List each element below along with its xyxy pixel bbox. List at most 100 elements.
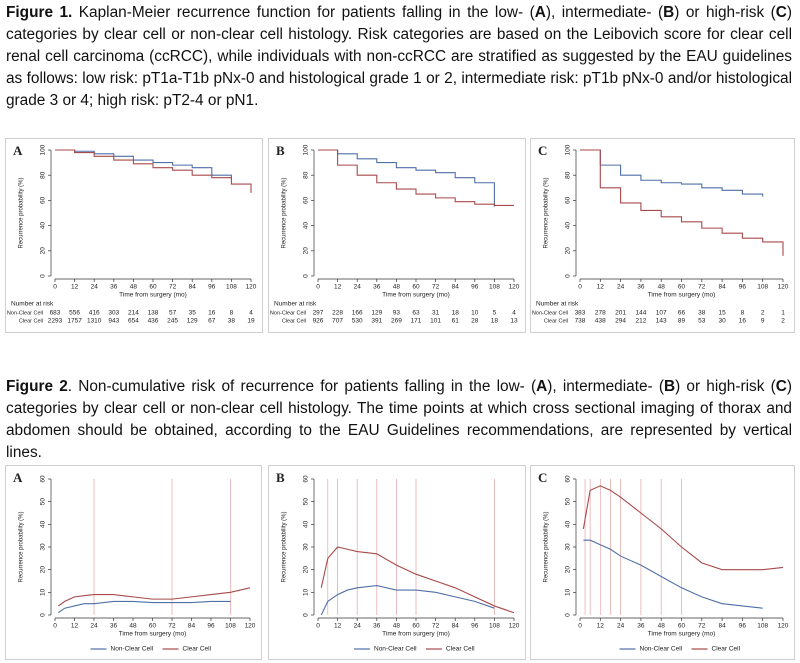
risk-number: 214 <box>128 310 139 317</box>
y-tick-label: 20 <box>303 247 310 255</box>
risk-number: 8 <box>230 310 234 317</box>
risk-number: 654 <box>128 318 139 325</box>
risk-number: 61 <box>452 318 460 325</box>
x-tick-label: 36 <box>637 284 645 291</box>
x-axis-title: Time from surgery (mo) <box>648 631 716 638</box>
risk-number: 53 <box>698 318 706 325</box>
panel-letter: C <box>538 143 547 158</box>
risk-table-title: Number at risk <box>11 301 54 308</box>
series-line <box>320 584 495 616</box>
risk-table-title: Number at risk <box>274 301 317 308</box>
y-tick-label: 40 <box>40 222 47 230</box>
figure-label: Figure 2 <box>6 378 68 395</box>
risk-number: 4 <box>249 310 253 317</box>
caption-text: C <box>775 378 787 395</box>
risk-number: 30 <box>718 318 726 325</box>
x-tick-label: 120 <box>509 623 520 630</box>
x-tick-label: 48 <box>658 623 666 630</box>
y-tick-label: 40 <box>303 520 310 528</box>
y-tick-label: 80 <box>40 171 47 179</box>
y-tick-label: 0 <box>303 274 310 278</box>
x-tick-label: 96 <box>207 623 215 630</box>
x-tick-label: 0 <box>53 623 57 630</box>
y-tick-label: 50 <box>40 498 47 506</box>
risk-number: 416 <box>89 310 100 317</box>
x-tick-label: 60 <box>149 284 157 291</box>
x-tick-label: 48 <box>129 623 137 630</box>
x-tick-label: 36 <box>373 623 381 630</box>
x-tick-label: 72 <box>168 623 176 630</box>
y-tick-label: 60 <box>565 475 572 483</box>
x-tick-label: 36 <box>637 623 645 630</box>
y-tick-label: 10 <box>565 588 572 596</box>
risk-row-label: Non-Clear Cell <box>532 310 568 316</box>
x-tick-label: 120 <box>778 623 789 630</box>
y-tick-label: 30 <box>40 543 47 551</box>
x-tick-label: 36 <box>110 284 118 291</box>
risk-number: 31 <box>432 310 440 317</box>
risk-number: 436 <box>148 318 159 325</box>
figure-2-caption: Figure 2. Non-cumulative risk of recurre… <box>6 376 792 464</box>
y-tick-label: 0 <box>565 274 572 278</box>
x-tick-label: 48 <box>393 623 401 630</box>
x-axis-title: Time from surgery (mo) <box>382 631 450 638</box>
y-tick-label: 40 <box>303 222 310 230</box>
chart-panel: B 0 20 40 60 80 100 0 12 24 36 48 60 72 84 96 108 120 Time… <box>268 138 526 333</box>
caption-text: ), intermediate- ( <box>547 378 664 395</box>
risk-number: 4 <box>512 310 516 317</box>
caption-text: C <box>775 4 787 21</box>
x-tick-label: 120 <box>778 284 789 291</box>
x-tick-label: 96 <box>471 284 479 291</box>
x-tick-label: 12 <box>334 623 342 630</box>
series-line <box>55 149 252 193</box>
x-tick-label: 108 <box>489 284 500 291</box>
x-tick-label: 72 <box>698 284 706 291</box>
risk-number: 303 <box>108 310 119 317</box>
risk-number: 8 <box>741 310 745 317</box>
y-tick-label: 40 <box>565 520 572 528</box>
risk-number: 294 <box>615 318 626 325</box>
x-tick-label: 72 <box>698 623 706 630</box>
series-line <box>318 149 495 207</box>
x-tick-label: 120 <box>246 284 257 291</box>
y-tick-label: 0 <box>40 613 47 617</box>
x-tick-label: 108 <box>225 623 236 630</box>
x-tick-label: 84 <box>452 284 460 291</box>
y-tick-label: 60 <box>565 196 572 204</box>
x-tick-label: 12 <box>71 284 79 291</box>
panel-frame <box>268 138 526 333</box>
risk-number: 707 <box>332 318 343 325</box>
y-tick-label: 100 <box>40 144 47 155</box>
x-tick-label: 0 <box>316 284 320 291</box>
panel-frame <box>5 465 262 660</box>
x-tick-label: 12 <box>334 284 342 291</box>
risk-number: 129 <box>371 310 382 317</box>
risk-number: 1310 <box>87 318 102 325</box>
x-tick-label: 24 <box>354 284 362 291</box>
risk-row-label: Clear Cell <box>544 318 568 324</box>
y-tick-label: 30 <box>303 543 310 551</box>
caption-text: ) categories by clear cell or non-clear … <box>6 378 792 461</box>
risk-number: 228 <box>332 310 343 317</box>
y-tick-label: 0 <box>40 274 47 278</box>
y-tick-label: 100 <box>303 144 310 155</box>
risk-number: 28 <box>471 318 479 325</box>
risk-number: 556 <box>69 310 80 317</box>
y-tick-label: 10 <box>303 588 310 596</box>
x-tick-label: 60 <box>678 623 686 630</box>
risk-number: 143 <box>656 318 667 325</box>
panel-letter: A <box>13 143 23 158</box>
panel-letter: C <box>538 470 547 485</box>
x-tick-label: 96 <box>739 284 747 291</box>
x-tick-label: 96 <box>739 623 747 630</box>
risk-number: 101 <box>430 318 441 325</box>
x-tick-label: 48 <box>393 284 401 291</box>
x-tick-label: 24 <box>354 623 362 630</box>
risk-number: 683 <box>50 310 61 317</box>
risk-number: 15 <box>718 310 726 317</box>
y-tick-label: 80 <box>565 171 572 179</box>
risk-row-label: Non-Clear Cell <box>7 310 43 316</box>
risk-number: 383 <box>575 310 586 317</box>
y-axis-title: Recurrence probability (%) <box>282 511 288 582</box>
caption-text: A <box>534 4 546 21</box>
